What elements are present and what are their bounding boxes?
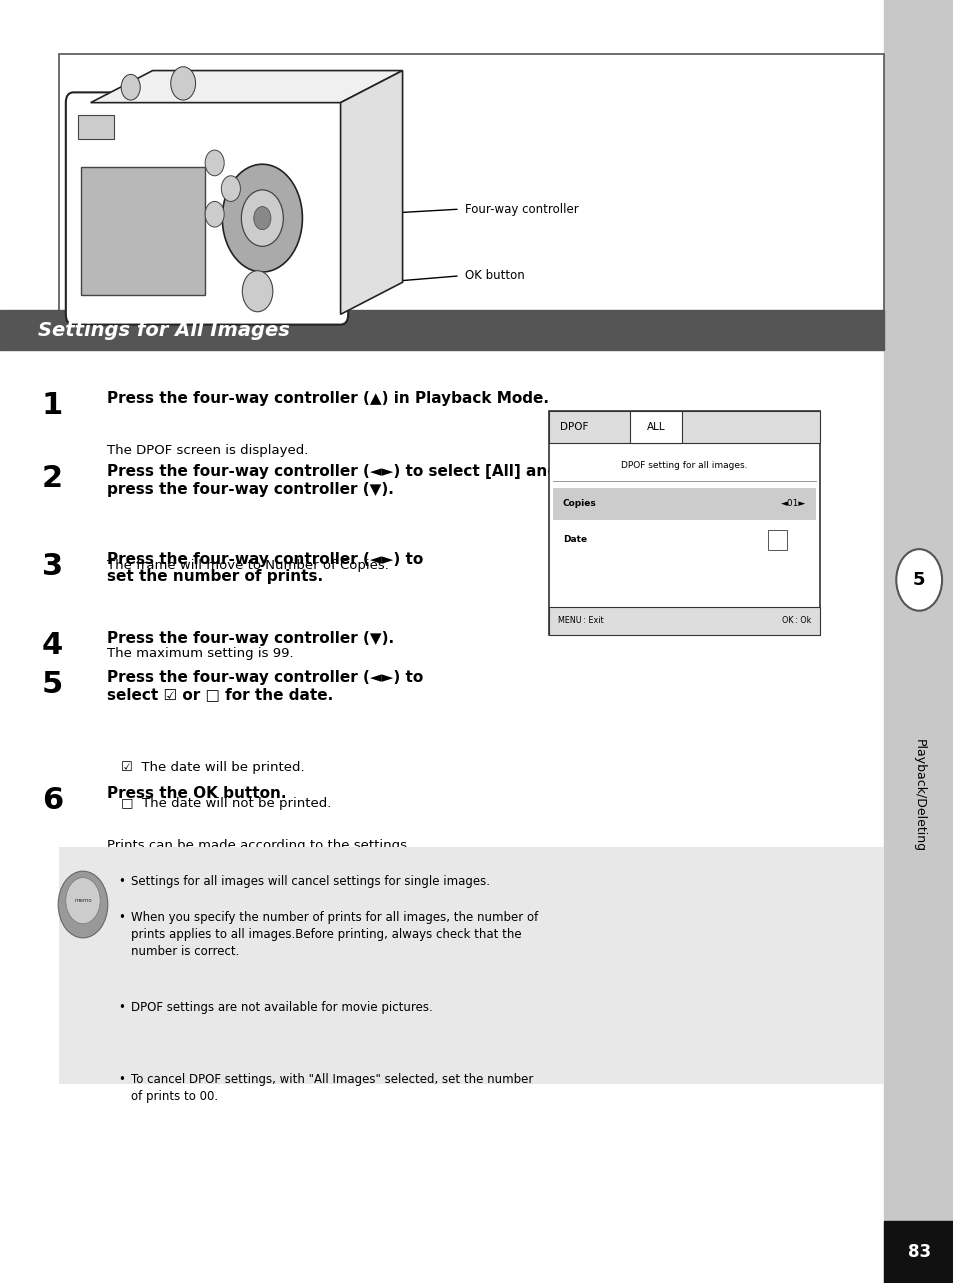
- Text: 4: 4: [42, 631, 63, 661]
- Text: memo: memo: [74, 898, 91, 903]
- Text: The DPOF screen is displayed.: The DPOF screen is displayed.: [107, 444, 308, 457]
- Text: □  The date will not be printed.: □ The date will not be printed.: [121, 797, 332, 810]
- Bar: [81, 167, 205, 295]
- Text: 6: 6: [42, 786, 63, 816]
- Text: •: •: [118, 875, 125, 888]
- Text: DPOF: DPOF: [559, 422, 588, 431]
- Text: The maximum setting is 99.: The maximum setting is 99.: [107, 647, 294, 659]
- Text: •: •: [118, 1073, 125, 1085]
- Text: Four-way controller: Four-way controller: [464, 203, 578, 216]
- Circle shape: [242, 271, 273, 312]
- Text: 5: 5: [42, 670, 63, 699]
- Text: Press the four-way controller (◄►) to
select ☑ or □ for the date.: Press the four-way controller (◄►) to se…: [107, 670, 422, 702]
- Circle shape: [205, 201, 224, 227]
- Text: •: •: [118, 1001, 125, 1014]
- Text: Date: Date: [562, 535, 586, 544]
- Circle shape: [121, 74, 140, 100]
- Bar: [548, 411, 820, 635]
- Text: Settings for All Images: Settings for All Images: [38, 321, 290, 340]
- Bar: [59, 847, 883, 1084]
- Bar: [883, 0, 953, 1283]
- Circle shape: [896, 549, 941, 611]
- Text: Press the OK button.: Press the OK button.: [107, 786, 286, 802]
- Bar: [553, 488, 815, 520]
- Text: ALL: ALL: [646, 422, 664, 431]
- Circle shape: [171, 67, 195, 100]
- Circle shape: [222, 164, 302, 272]
- Text: Playback/Deleting: Playback/Deleting: [912, 739, 924, 852]
- Polygon shape: [91, 71, 402, 103]
- Bar: [767, 530, 786, 550]
- Text: 2: 2: [42, 464, 63, 494]
- Text: Press the four-way controller (▲) in Playback Mode.: Press the four-way controller (▲) in Pla…: [107, 391, 548, 407]
- Bar: [78, 115, 114, 139]
- Text: To cancel DPOF settings, with "All Images" selected, set the number
of prints to: To cancel DPOF settings, with "All Image…: [131, 1073, 533, 1102]
- Bar: [883, 1221, 953, 1283]
- Text: DPOF settings are not available for movie pictures.: DPOF settings are not available for movi…: [131, 1001, 432, 1014]
- Text: Copies: Copies: [562, 499, 596, 508]
- Polygon shape: [340, 71, 402, 314]
- Text: The frame will move to Number of Copies.: The frame will move to Number of Copies.: [107, 559, 388, 572]
- Circle shape: [253, 207, 271, 230]
- Text: ◄01►: ◄01►: [781, 499, 805, 508]
- FancyBboxPatch shape: [66, 92, 348, 325]
- Text: DPOF setting for all images.: DPOF setting for all images.: [620, 461, 747, 471]
- Circle shape: [58, 871, 108, 938]
- Circle shape: [205, 150, 224, 176]
- Text: When you specify the number of prints for all images, the number of
prints appli: When you specify the number of prints fo…: [131, 911, 537, 958]
- Text: 1: 1: [42, 391, 63, 421]
- Text: Press the four-way controller (◄►) to
set the number of prints.: Press the four-way controller (◄►) to se…: [107, 552, 422, 584]
- Circle shape: [66, 878, 100, 924]
- Bar: [548, 411, 820, 443]
- Circle shape: [241, 190, 283, 246]
- Bar: [629, 411, 681, 443]
- Text: OK : Ok: OK : Ok: [781, 616, 810, 626]
- Text: 5: 5: [912, 571, 924, 589]
- Text: MENU : Exit: MENU : Exit: [558, 616, 603, 626]
- Bar: [548, 607, 820, 635]
- Text: Prints can be made according to the settings.: Prints can be made according to the sett…: [107, 839, 411, 852]
- Text: 3: 3: [42, 552, 63, 581]
- Bar: [0, 310, 883, 350]
- Text: Settings for all images will cancel settings for single images.: Settings for all images will cancel sett…: [131, 875, 489, 888]
- Text: OK button: OK button: [464, 269, 524, 282]
- Circle shape: [221, 176, 240, 201]
- Text: Press the four-way controller (◄►) to select [All] and
press the four-way contro: Press the four-way controller (◄►) to se…: [107, 464, 558, 497]
- Text: •: •: [118, 911, 125, 924]
- Text: ☑  The date will be printed.: ☑ The date will be printed.: [121, 761, 304, 774]
- Text: Press the four-way controller (▼).: Press the four-way controller (▼).: [107, 631, 394, 647]
- Bar: [59, 54, 883, 343]
- Text: 83: 83: [906, 1243, 930, 1261]
